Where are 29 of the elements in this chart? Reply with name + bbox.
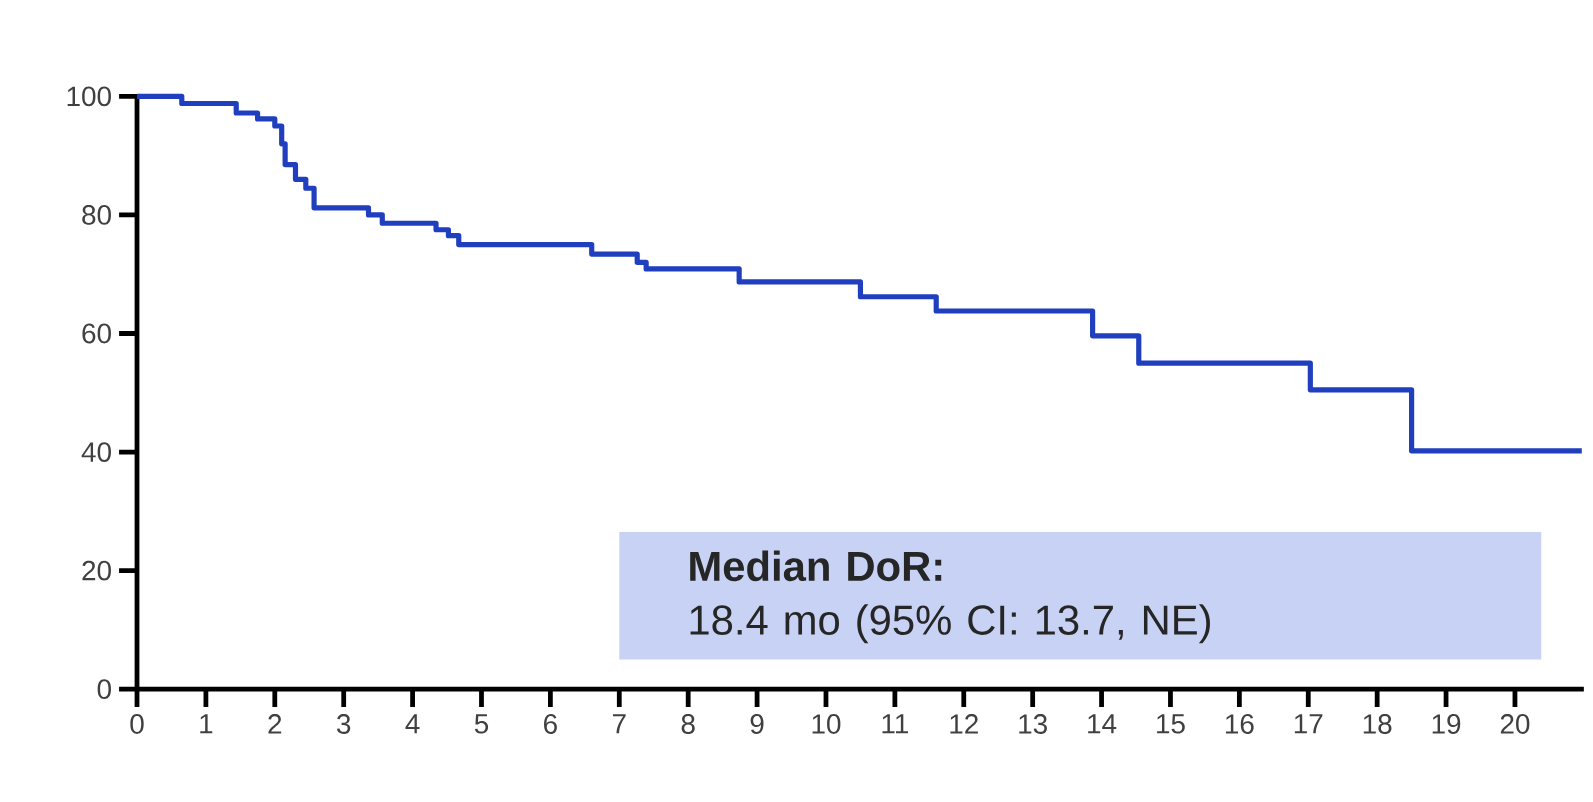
x-tick-label: 19 — [1432, 714, 1461, 734]
y-tick-label: 40 — [81, 442, 111, 462]
x-tick-label: 14 — [1088, 714, 1117, 734]
x-tick-label: 6 — [544, 714, 557, 734]
x-tick-label: 11 — [882, 714, 908, 734]
x-tick-label: 10 — [812, 714, 841, 734]
x-tick-label: 0 — [130, 714, 144, 734]
y-tick-label: 100 — [67, 86, 111, 107]
y-tick-label: 20 — [82, 560, 111, 581]
x-tick-label: 9 — [750, 714, 764, 734]
x-tick-label: 12 — [950, 714, 978, 734]
x-tick-label: 4 — [405, 714, 420, 734]
annotation: Median DoR: — [690, 550, 942, 582]
x-tick-label: 2 — [268, 714, 282, 734]
x-tick-label: 16 — [1225, 714, 1254, 734]
x-tick-label: 15 — [1157, 714, 1185, 734]
x-tick-label: 13 — [1019, 714, 1047, 734]
y-tick-label: 80 — [82, 205, 111, 225]
x-tick-label: 8 — [681, 714, 695, 734]
x-tick-label: 17 — [1294, 714, 1323, 734]
x-tick-label: 18 — [1363, 714, 1392, 734]
y-tick-label: 0 — [97, 679, 111, 700]
x-tick-label: 7 — [612, 714, 626, 734]
x-tick-label: 5 — [474, 714, 489, 734]
annotation: 18.4 mo (95% CI: 13.7, NE) — [690, 604, 1210, 644]
x-tick-label: 1 — [200, 714, 213, 734]
x-tick-label: 3 — [337, 714, 351, 734]
y-tick-label: 60 — [82, 323, 111, 344]
x-tick-label: 20 — [1500, 714, 1530, 734]
